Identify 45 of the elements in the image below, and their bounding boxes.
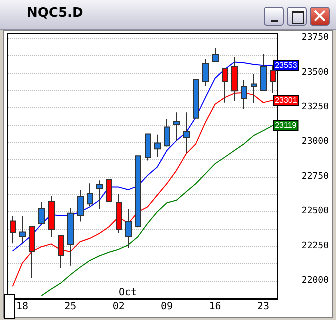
candlestick — [202, 58, 209, 87]
candlestick — [29, 226, 35, 279]
y-tick-label: 23000 — [302, 137, 329, 148]
candlestick — [77, 190, 84, 222]
y-tick-label: 22500 — [302, 206, 329, 217]
candlestick — [125, 209, 132, 249]
candlestick — [251, 73, 257, 104]
candlestick — [241, 80, 247, 110]
candlestick — [116, 194, 122, 234]
y-tick-label: 22000 — [302, 276, 329, 286]
x-tick-label: 18 — [16, 302, 28, 312]
y-tick-label: 23500 — [302, 68, 329, 78]
candlestick — [96, 180, 103, 210]
candlestick — [67, 208, 74, 266]
x-tick-label: 23 — [257, 302, 270, 312]
candlestick — [173, 112, 180, 142]
candlestick — [10, 216, 16, 244]
x-tick-label: 09 — [161, 302, 174, 312]
candlestick — [260, 54, 267, 91]
candlestick — [145, 134, 151, 162]
candlestick — [193, 79, 199, 119]
candlestick — [154, 134, 161, 158]
candlestick — [87, 183, 93, 207]
candlestick — [164, 118, 170, 148]
y-tick-label: 23250 — [302, 102, 329, 113]
data-label: 23301 — [275, 96, 298, 105]
candlestick — [212, 48, 219, 62]
x-tick-label: 02 — [112, 302, 125, 312]
candlestick — [38, 202, 45, 224]
candlestick — [58, 235, 64, 269]
x-tick-label: 16 — [209, 302, 222, 312]
y-tick-label: 22750 — [302, 172, 329, 182]
candlestick — [135, 156, 141, 228]
candlestick — [48, 196, 55, 238]
y-tick-label: 22250 — [302, 241, 329, 252]
candlestick — [106, 179, 112, 203]
chart-title: NQC5.D — [27, 6, 84, 21]
data-label: 23553 — [275, 60, 298, 70]
candlestick — [270, 65, 276, 94]
data-label: 23119 — [275, 121, 298, 130]
y-tick-label: 23750 — [302, 33, 329, 44]
candlestick — [19, 216, 26, 244]
annotation: Oct — [119, 288, 138, 298]
x-tick-label: 25 — [64, 302, 77, 312]
candlestick — [183, 112, 190, 154]
